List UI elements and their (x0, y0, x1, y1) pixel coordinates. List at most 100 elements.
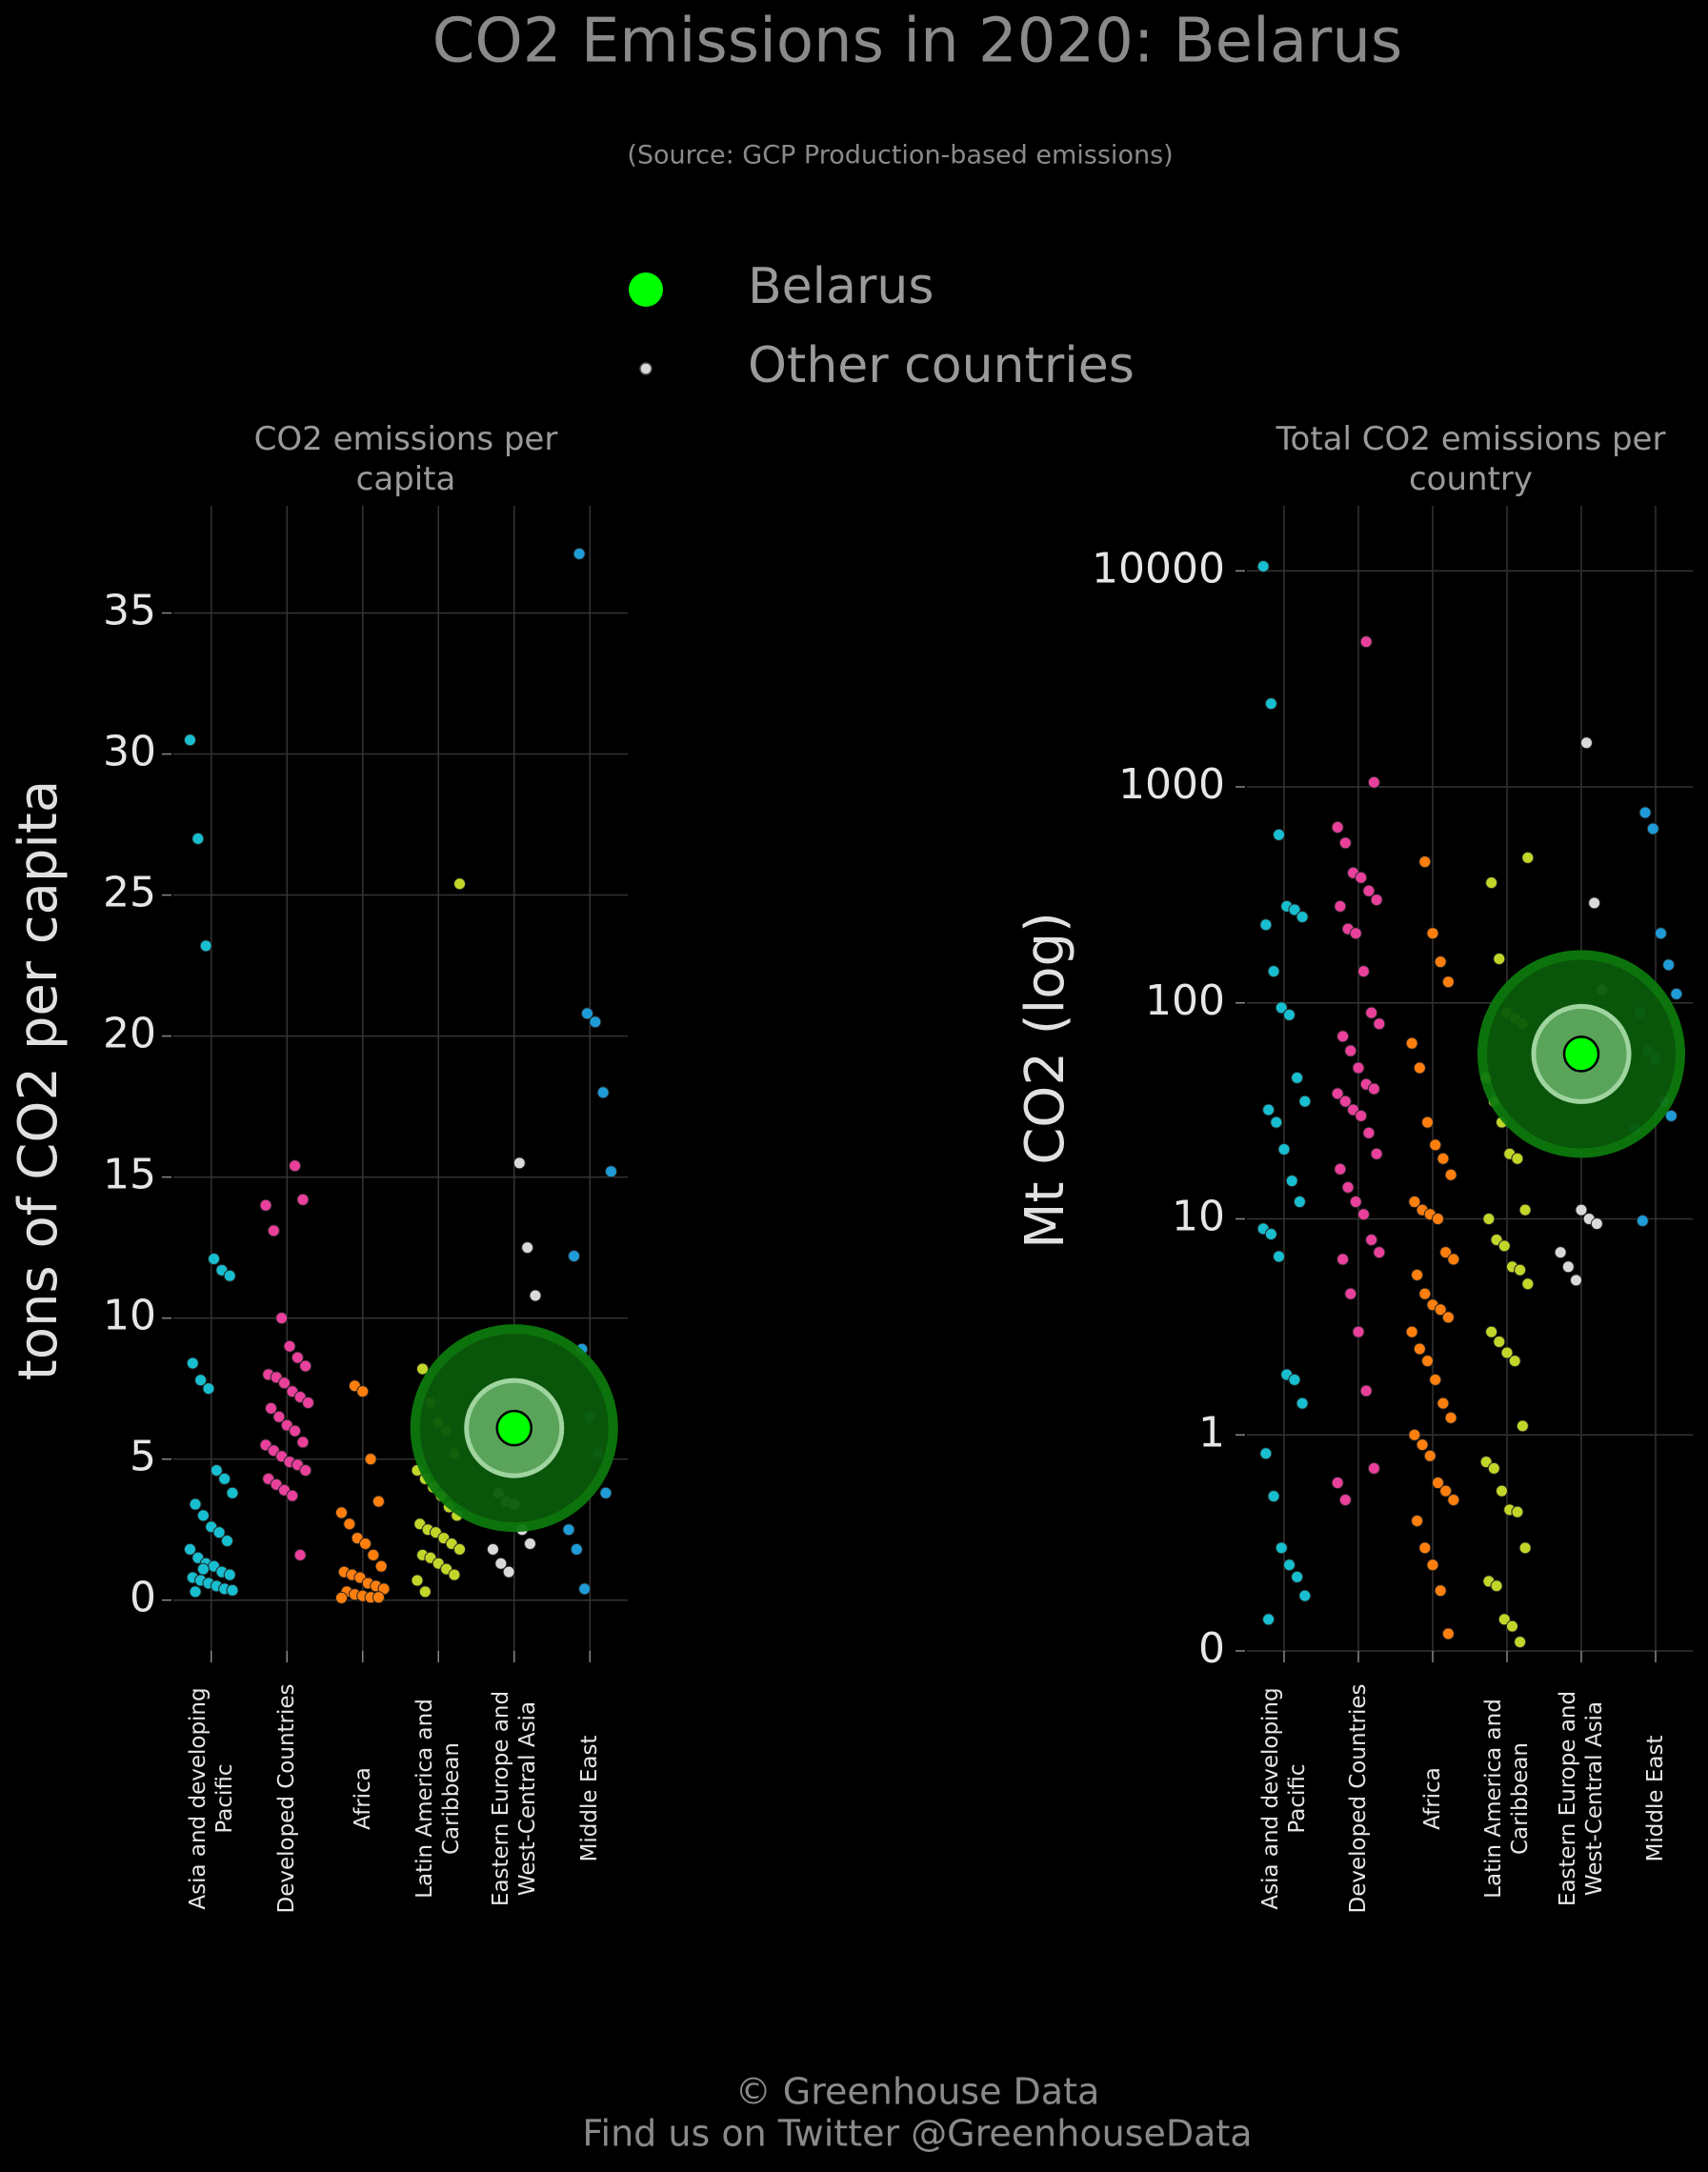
data-point (283, 1339, 296, 1353)
data-point (1262, 1613, 1276, 1626)
x-tick-label: Latin America and Caribbean (1474, 1670, 1540, 1956)
data-point (1421, 1355, 1435, 1368)
legend-label: Belarus (748, 258, 934, 315)
data-point (1355, 1109, 1368, 1122)
data-point (1418, 855, 1432, 869)
data-point (1638, 806, 1652, 819)
y-tick-label: 25 (103, 869, 156, 917)
data-point (223, 1269, 236, 1282)
data-point (1270, 1116, 1283, 1129)
data-point (191, 832, 205, 845)
data-point (343, 1518, 356, 1531)
data-point (299, 1359, 312, 1373)
data-point (1413, 1342, 1426, 1356)
y-tick-label: 15 (103, 1151, 156, 1199)
data-point (1331, 1087, 1344, 1100)
data-point (1356, 965, 1370, 978)
data-point (1331, 820, 1344, 834)
data-point (570, 1542, 583, 1556)
data-point (1405, 1036, 1418, 1050)
data-point (1411, 1514, 1424, 1527)
x-tick-label-text: Middle East (577, 1735, 603, 1862)
data-point (1421, 1116, 1435, 1129)
data-point (1416, 1438, 1429, 1452)
data-point (1444, 1411, 1457, 1424)
data-point (296, 1193, 310, 1206)
data-point (1441, 1627, 1455, 1640)
x-tick-label-text: Developed Countries (274, 1683, 300, 1914)
data-point (605, 1165, 618, 1178)
y-tick-label: 1 (1198, 1408, 1225, 1457)
data-point (1514, 1263, 1527, 1277)
data-point (1373, 1246, 1386, 1259)
legend-marker (639, 362, 653, 375)
data-point (186, 1357, 199, 1370)
x-tick-label-text: Africa (350, 1767, 375, 1830)
data-point (226, 1583, 239, 1597)
data-point (1497, 1613, 1511, 1626)
data-point (512, 1156, 526, 1170)
data-point (1331, 1477, 1344, 1490)
data-point (210, 1464, 223, 1478)
y-tick-label: 5 (130, 1433, 156, 1481)
title: CO2 Emissions in 2020: Belarus (432, 7, 1403, 77)
data-point (1296, 911, 1309, 924)
data-point (1408, 1196, 1421, 1209)
data-point (1561, 1260, 1575, 1274)
data-point (1355, 871, 1368, 884)
data-point (1356, 1208, 1370, 1221)
y-tick-label: 1000 (1118, 760, 1225, 809)
data-point (1441, 1311, 1455, 1324)
data-point (502, 1565, 515, 1579)
data-point (289, 1159, 302, 1173)
data-point (189, 1585, 202, 1599)
data-point (374, 1559, 388, 1573)
data-point (1352, 1061, 1365, 1075)
x-tick-label: Middle East (556, 1670, 623, 1956)
data-point (1500, 1346, 1514, 1359)
data-point (1296, 1397, 1309, 1410)
data-point (1411, 1268, 1424, 1281)
data-point (1487, 1461, 1500, 1475)
x-tick-label: Eastern Europe and West-Central Asia (1548, 1670, 1615, 1956)
x-tick-label-text: Latin America and Caribbean (1481, 1699, 1533, 1899)
data-point (196, 1562, 210, 1576)
x-tick-label: Asia and developing Pacific (1251, 1670, 1317, 1956)
data-point (418, 1585, 432, 1599)
data-point (1511, 1152, 1524, 1165)
data-point (1359, 635, 1373, 649)
x-tick-label-text: Eastern Europe and West-Central Asia (488, 1690, 540, 1907)
data-point (1482, 1213, 1496, 1226)
data-point (1654, 927, 1667, 940)
data-point (1282, 1559, 1296, 1572)
data-point (1431, 1213, 1444, 1226)
panel-title: CO2 emissions per capita (253, 420, 558, 498)
data-point (1349, 1196, 1362, 1209)
data-point (578, 1582, 592, 1596)
data-point (596, 1086, 610, 1099)
x-tick-label: Africa (330, 1670, 396, 1956)
highlight-point (1562, 1036, 1600, 1073)
data-point (1426, 1559, 1439, 1572)
x-tick-label-text: Developed Countries (1346, 1683, 1371, 1914)
x-tick-label-text: Africa (1420, 1767, 1445, 1830)
y-tick-label: 20 (103, 1010, 156, 1058)
data-point (1431, 1477, 1444, 1490)
data-point (1264, 1228, 1277, 1241)
data-point (1298, 1589, 1312, 1602)
data-point (523, 1537, 536, 1550)
data-point (1447, 1253, 1460, 1266)
data-point (291, 1351, 304, 1364)
data-point (208, 1252, 221, 1265)
data-point (1259, 918, 1273, 932)
data-point (1418, 1541, 1432, 1555)
y-tick-label: 10 (103, 1292, 156, 1340)
data-point (1334, 1162, 1347, 1176)
data-point (1256, 559, 1270, 573)
data-point (1508, 1355, 1521, 1368)
data-point (267, 1224, 280, 1237)
data-point (356, 1385, 370, 1398)
data-point (1338, 836, 1352, 850)
data-point (1434, 955, 1447, 969)
data-point (372, 1495, 385, 1508)
